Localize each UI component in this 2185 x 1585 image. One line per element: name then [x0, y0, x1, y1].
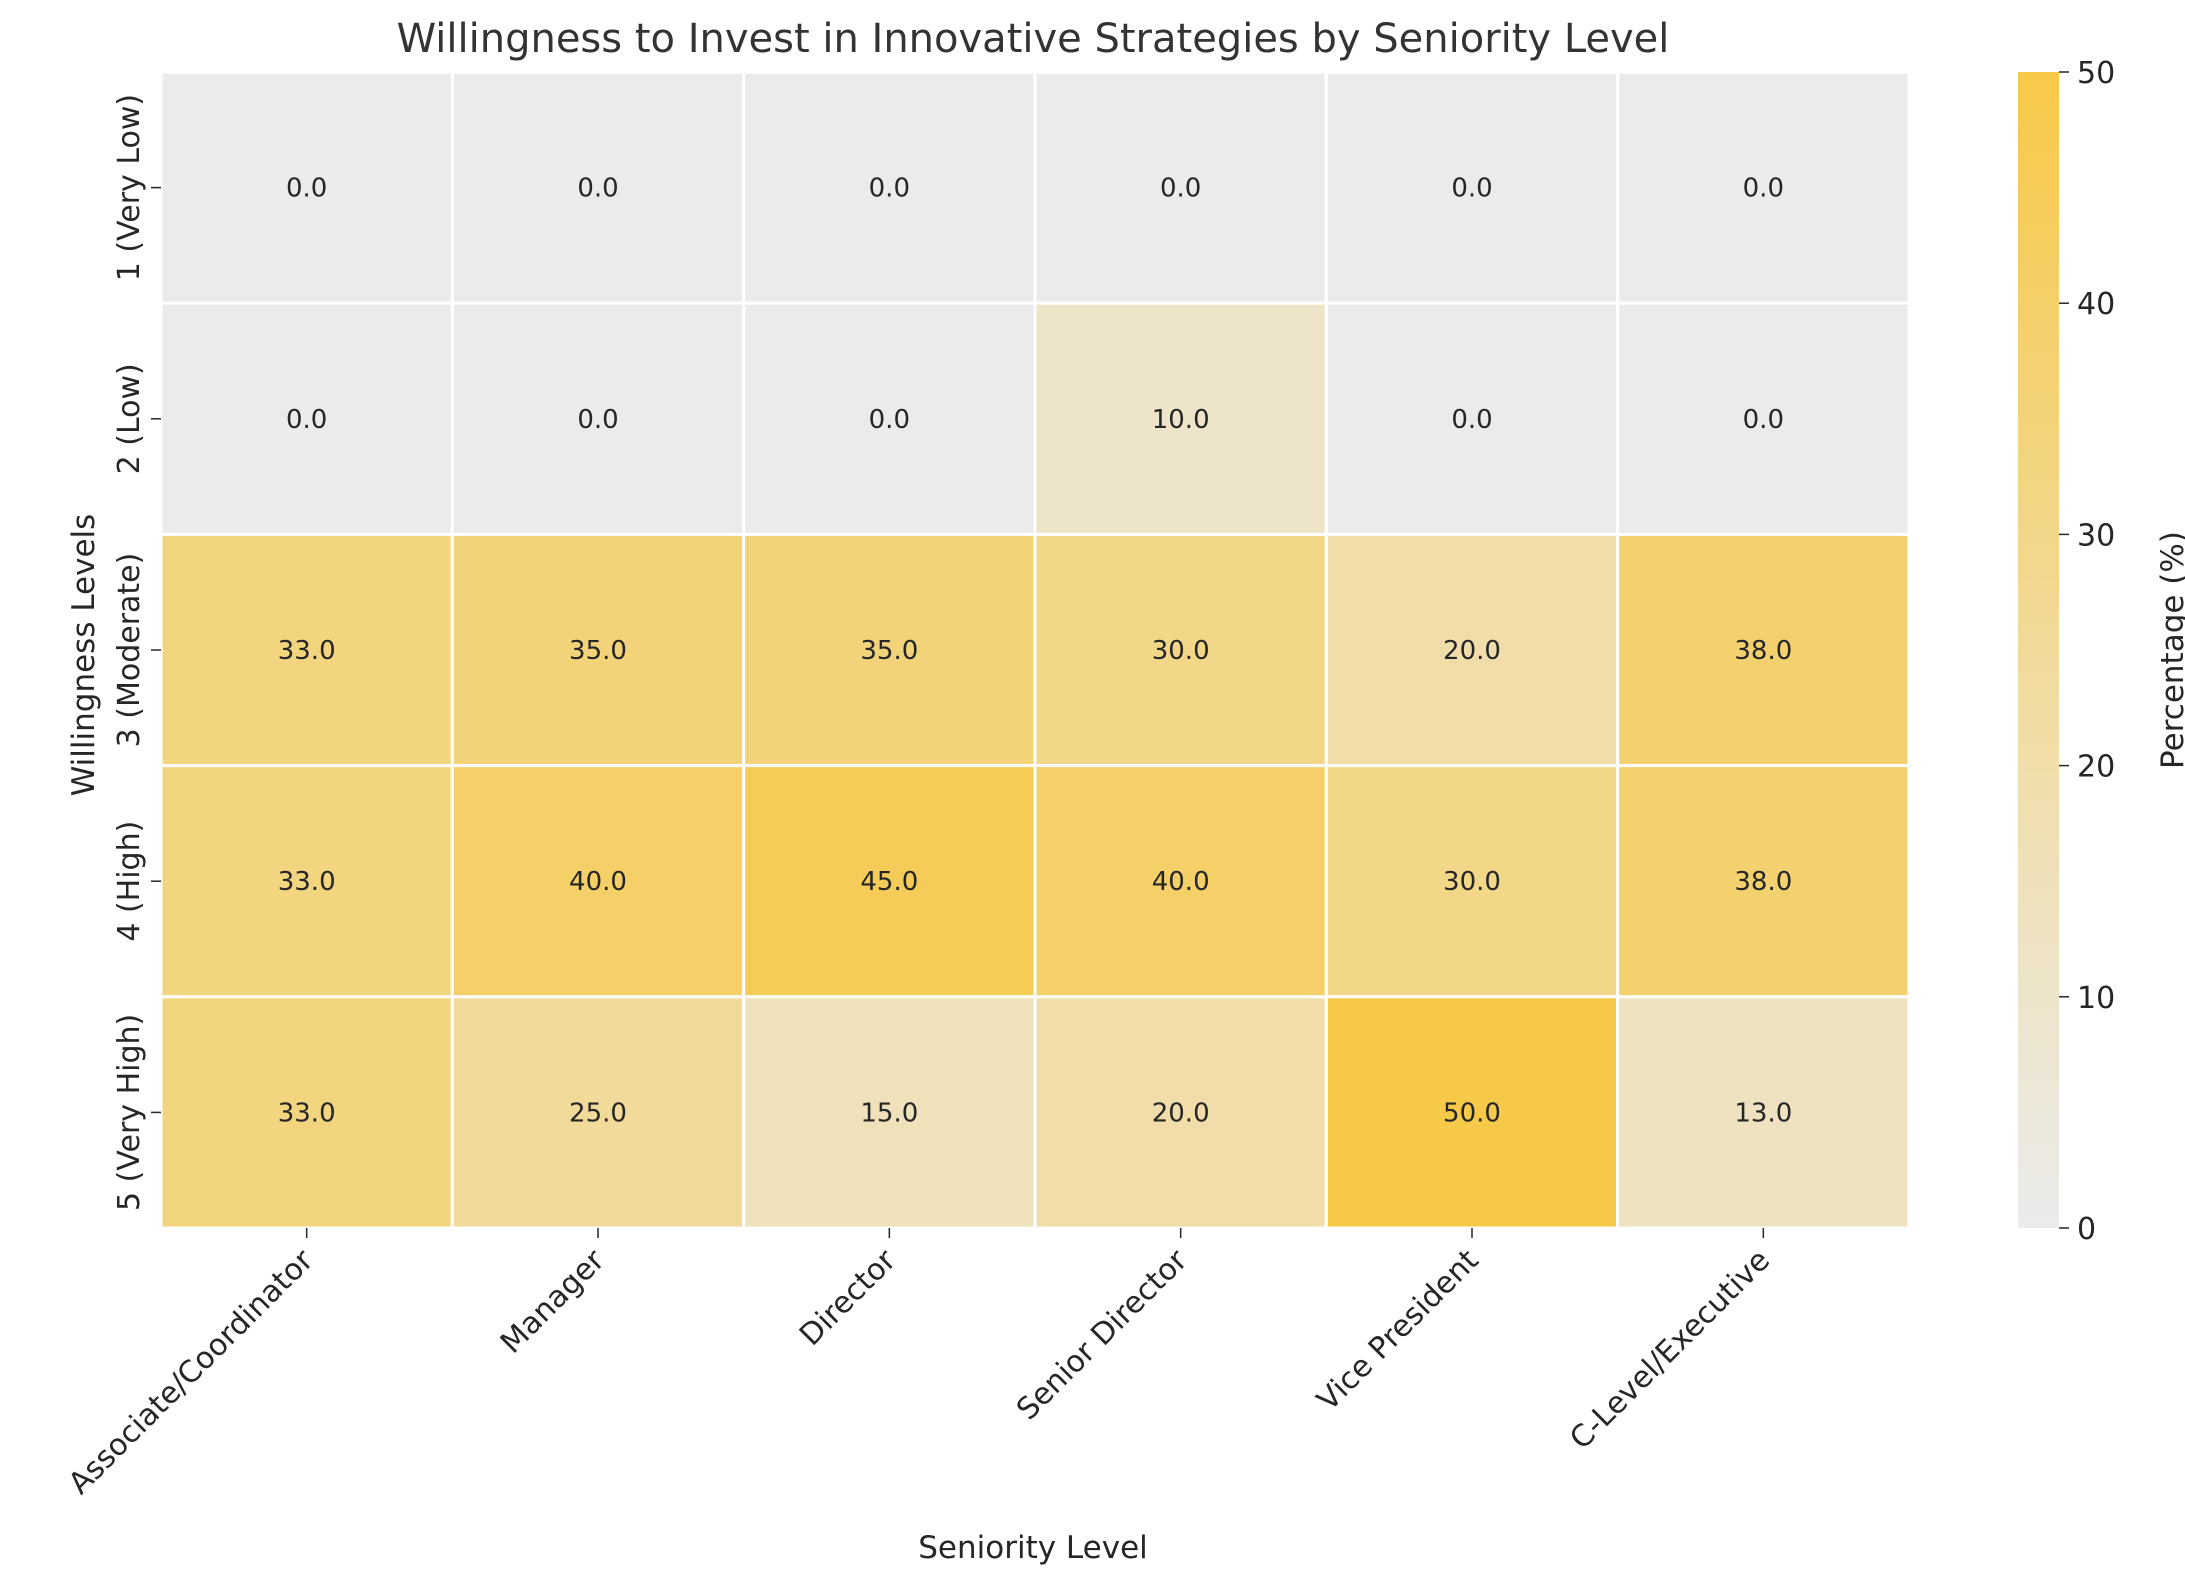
y-tick-label: 3 (Moderate) — [112, 553, 147, 748]
heatmap-cell — [450, 764, 746, 999]
cell-value-label: 15.0 — [860, 1098, 918, 1128]
y-axis-ticks: 1 (Very Low) 2 (Low) 3 (Moderate) 4 (High) 5… — [112, 94, 161, 1211]
cell-value-label: 20.0 — [1443, 636, 1501, 666]
colorbar-tick-label: 40 — [2077, 287, 2115, 322]
cell-value-label: 50.0 — [1443, 1098, 1501, 1128]
cell-value-label: 10.0 — [1152, 405, 1210, 435]
cell-value-label: 45.0 — [860, 867, 918, 897]
colorbar-ticks: 0 10 20 30 40 50 — [2059, 56, 2115, 1247]
heatmap-cell — [1033, 764, 1328, 999]
colorbar-tick-label: 30 — [2077, 518, 2115, 553]
heatmap-cell — [1616, 532, 1911, 768]
heatmap-cell — [1616, 995, 1911, 1230]
colorbar-tick-label: 10 — [2077, 981, 2115, 1016]
cell-value-label: 40.0 — [1152, 867, 1210, 897]
heatmap-cell — [450, 301, 746, 536]
cell-value-label: 33.0 — [278, 1098, 336, 1128]
heatmap-cell — [742, 532, 1037, 768]
cell-value-label: 0.0 — [1743, 405, 1784, 435]
x-axis-label: Seniority Level — [918, 1530, 1148, 1566]
heatmap-cell — [1324, 995, 1620, 1230]
cell-value-label: 0.0 — [577, 405, 618, 435]
cell-value-label: 33.0 — [278, 636, 336, 666]
heatmap-cell — [1033, 532, 1328, 768]
heatmap-cell — [1324, 70, 1620, 305]
heatmap-cell — [742, 995, 1037, 1230]
heatmap-cell — [1616, 70, 1911, 305]
heatmap-cell-labels: 0.0 0.0 0.0 0.0 0.0 0.0 0.0 0.0 0.0 10.0 0.0 0.0 33.… — [278, 174, 1793, 1129]
heatmap-cell — [1033, 301, 1328, 536]
y-tick-label: 2 (Low) — [112, 363, 147, 474]
colorbar-label: Percentage (%) — [2155, 531, 2185, 769]
cell-value-label: 30.0 — [1443, 867, 1501, 897]
y-axis-label: Willingness Levels — [66, 514, 102, 797]
y-tick-label: 1 (Very Low) — [112, 94, 147, 281]
cell-value-label: 25.0 — [569, 1098, 627, 1128]
x-tick-label: Director — [793, 1242, 903, 1352]
x-axis-ticks: Associate/Coordinator Manager Director Seni… — [62, 1228, 1777, 1501]
heatmap-cell — [159, 764, 454, 999]
cell-value-label: 38.0 — [1734, 636, 1792, 666]
y-tick-label: 5 (Very High) — [112, 1014, 147, 1211]
cell-value-label: 0.0 — [869, 174, 910, 204]
colorbar — [2018, 72, 2059, 1228]
cell-value-label: 0.0 — [1451, 174, 1492, 204]
heatmap-cell — [450, 70, 746, 305]
heatmap-cell — [1616, 301, 1911, 536]
colorbar-tick-label: 20 — [2077, 750, 2115, 785]
heatmap-cell — [1033, 70, 1328, 305]
heatmap-cells — [159, 70, 1911, 1230]
heatmap-cell — [450, 532, 746, 768]
heatmap-cell — [1324, 764, 1620, 999]
x-tick-label: Associate/Coordinator — [62, 1242, 321, 1501]
cell-value-label: 35.0 — [860, 636, 918, 666]
heatmap-cell — [1616, 764, 1911, 999]
cell-value-label: 0.0 — [869, 405, 910, 435]
cell-value-label: 0.0 — [577, 174, 618, 204]
cell-value-label: 40.0 — [569, 867, 627, 897]
cell-value-label: 33.0 — [278, 867, 336, 897]
cell-value-label: 0.0 — [286, 405, 327, 435]
x-tick-label: Manager — [494, 1242, 612, 1360]
cell-value-label: 20.0 — [1152, 1098, 1210, 1128]
cell-value-label: 35.0 — [569, 636, 627, 666]
cell-value-label: 0.0 — [286, 174, 327, 204]
y-tick-label: 4 (High) — [112, 821, 147, 942]
cell-value-label: 0.0 — [1160, 174, 1201, 204]
heatmap-cell — [159, 70, 454, 305]
cell-value-label: 38.0 — [1734, 867, 1792, 897]
cell-value-label: 0.0 — [1743, 174, 1784, 204]
colorbar-tick-label: 0 — [2077, 1212, 2096, 1247]
cell-value-label: 0.0 — [1451, 405, 1492, 435]
heatmap-cell — [742, 764, 1037, 999]
heatmap-cell — [742, 70, 1037, 305]
colorbar-tick-label: 50 — [2077, 56, 2115, 91]
cell-value-label: 30.0 — [1152, 636, 1210, 666]
heatmap-cell — [159, 532, 454, 768]
chart-title: Willingness to Invest in Innovative Stra… — [397, 16, 1670, 62]
x-tick-label: C-Level/Executive — [1563, 1243, 1777, 1457]
heatmap-cell — [1033, 995, 1328, 1230]
heatmap-cell — [1324, 532, 1620, 768]
x-tick-label: Vice President — [1311, 1243, 1486, 1418]
cell-value-label: 13.0 — [1734, 1098, 1792, 1128]
x-tick-label: Senior Director — [1010, 1242, 1195, 1427]
heatmap-cell — [159, 995, 454, 1230]
